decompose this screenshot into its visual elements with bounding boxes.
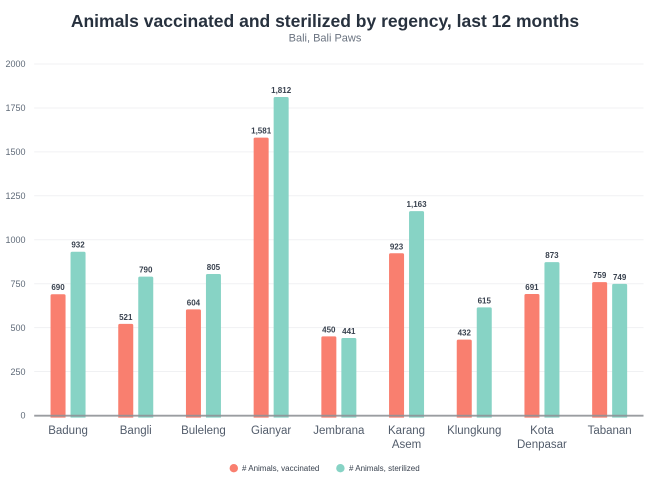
svg-text:759: 759 — [593, 271, 607, 280]
svg-text:790: 790 — [139, 266, 153, 275]
svg-text:690: 690 — [51, 283, 65, 292]
svg-text:2000: 2000 — [5, 59, 25, 69]
svg-text:# Animals, sterilized: # Animals, sterilized — [349, 464, 420, 473]
svg-text:615: 615 — [478, 296, 492, 305]
svg-text:Bali, Bali Paws: Bali, Bali Paws — [289, 33, 362, 45]
svg-text:Karang: Karang — [388, 425, 425, 437]
svg-text:Asem: Asem — [392, 439, 421, 451]
svg-text:432: 432 — [458, 329, 472, 338]
svg-text:1000: 1000 — [5, 235, 25, 245]
svg-text:604: 604 — [187, 298, 201, 307]
svg-text:749: 749 — [613, 273, 627, 282]
svg-text:Klungkung: Klungkung — [447, 425, 501, 437]
svg-text:923: 923 — [390, 242, 404, 251]
svg-text:Denpasar: Denpasar — [517, 439, 567, 451]
svg-text:Gianyar: Gianyar — [251, 425, 291, 437]
svg-text:0: 0 — [20, 411, 25, 421]
svg-text:Animals vaccinated and sterili: Animals vaccinated and sterilized by reg… — [71, 11, 580, 31]
svg-text:450: 450 — [322, 325, 336, 334]
svg-text:1,812: 1,812 — [271, 86, 292, 95]
svg-text:1750: 1750 — [5, 103, 25, 113]
svg-text:1250: 1250 — [5, 191, 25, 201]
svg-text:Jembrana: Jembrana — [313, 425, 365, 437]
svg-text:521: 521 — [119, 313, 133, 322]
svg-text:Kota: Kota — [530, 425, 554, 437]
svg-text:805: 805 — [207, 263, 221, 272]
svg-text:932: 932 — [71, 241, 85, 250]
svg-text:750: 750 — [10, 279, 25, 289]
svg-text:# Animals, vaccinated: # Animals, vaccinated — [242, 464, 319, 473]
svg-text:500: 500 — [10, 323, 25, 333]
svg-text:Tabanan: Tabanan — [588, 425, 632, 437]
svg-text:873: 873 — [545, 251, 559, 260]
svg-text:Badung: Badung — [48, 425, 88, 437]
svg-text:691: 691 — [525, 283, 539, 292]
svg-text:250: 250 — [10, 367, 25, 377]
svg-text:1,163: 1,163 — [407, 200, 428, 209]
svg-text:Bangli: Bangli — [120, 425, 152, 437]
svg-text:1500: 1500 — [5, 147, 25, 157]
svg-text:Buleleng: Buleleng — [181, 425, 226, 437]
svg-text:441: 441 — [342, 327, 356, 336]
svg-text:1,581: 1,581 — [251, 127, 272, 136]
